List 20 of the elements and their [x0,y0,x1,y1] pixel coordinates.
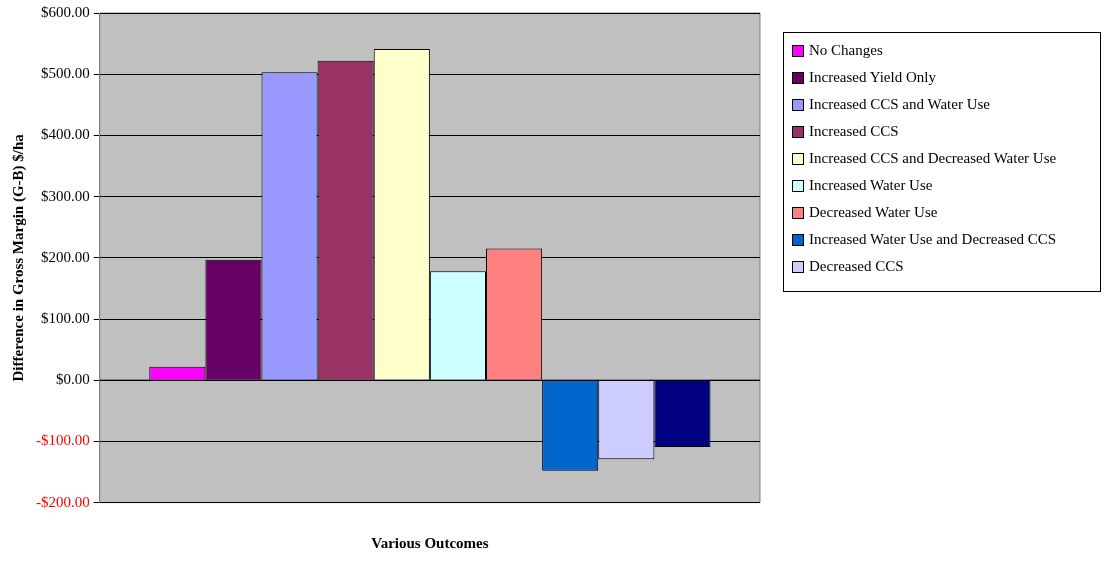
y-axis-title: Difference in Gross Margin (G-B) $/ha [9,133,27,382]
legend-label: Increased Water Use and Decreased CCS [809,231,1057,248]
y-tick-label: -$200.00 [36,493,90,510]
x-axis-title: Various Outcomes [371,534,489,551]
y-tick-label: $200.00 [41,248,90,265]
y-tick-label: $500.00 [41,65,90,82]
legend-label: Decreased Water Use [809,204,938,221]
legend-label: No Changes [809,42,883,59]
legend-label: Decreased CCS [809,258,904,275]
legend-label: Increased CCS [809,123,899,140]
y-tick-label: $0.00 [56,371,90,388]
legend-label: Increased CCS and Water Use [809,96,990,113]
legend-label: Increased Water Use [809,177,933,194]
y-tick-label: $300.00 [41,187,90,204]
y-tick-label: $400.00 [41,126,90,143]
y-tick-label: $100.00 [41,309,90,326]
y-tick-label: $600.00 [41,3,90,20]
y-tick-label: -$100.00 [36,432,90,449]
legend-label: Increased Yield Only [809,69,936,86]
legend-label: Increased CCS and Decreased Water Use [809,150,1057,167]
